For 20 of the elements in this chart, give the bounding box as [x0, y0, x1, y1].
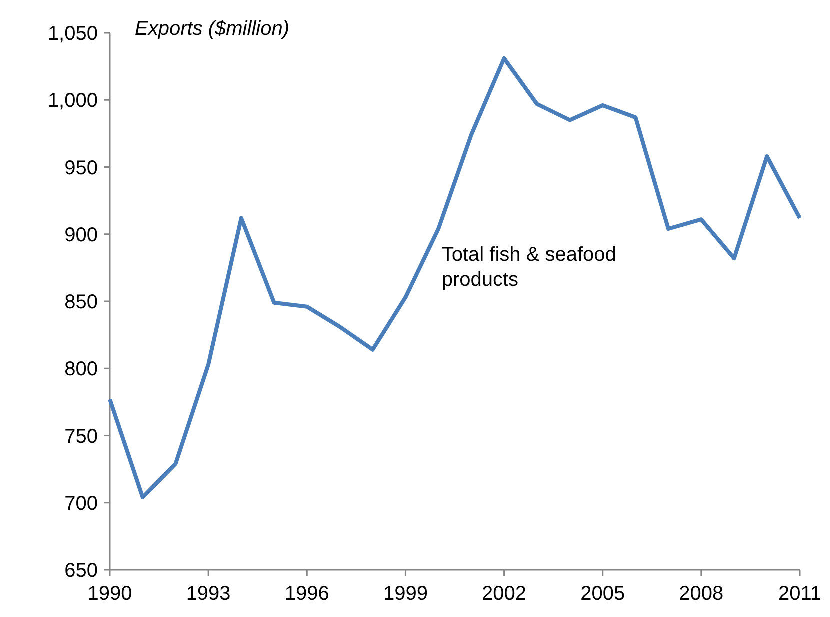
x-tick-label: 2008 — [679, 583, 724, 605]
x-tick-label: 2002 — [482, 583, 527, 605]
y-axis-title: Exports ($million) — [135, 18, 290, 40]
series-label: Total fish & seafood products — [442, 244, 616, 292]
y-tick-label: 900 — [64, 224, 98, 246]
y-tick-label: 850 — [64, 292, 98, 314]
x-tick-label: 1996 — [284, 583, 330, 605]
y-tick-label: 1,050 — [48, 23, 98, 45]
y-tick-label: 800 — [64, 358, 98, 381]
y-tick-label: 700 — [64, 492, 98, 515]
x-tick-label: 2005 — [580, 583, 626, 605]
x-tick-label: 1990 — [88, 583, 132, 605]
y-tick-label: 750 — [64, 426, 98, 448]
x-tick-label: 1999 — [383, 583, 428, 605]
line-series — [108, 56, 802, 500]
y-tick-label: 950 — [64, 157, 98, 180]
x-tick-label: 2011 — [778, 583, 822, 605]
x-tick-label: 1993 — [186, 583, 231, 605]
y-tick-label: 650 — [64, 560, 98, 582]
y-tick-label: 1,000 — [48, 90, 98, 112]
